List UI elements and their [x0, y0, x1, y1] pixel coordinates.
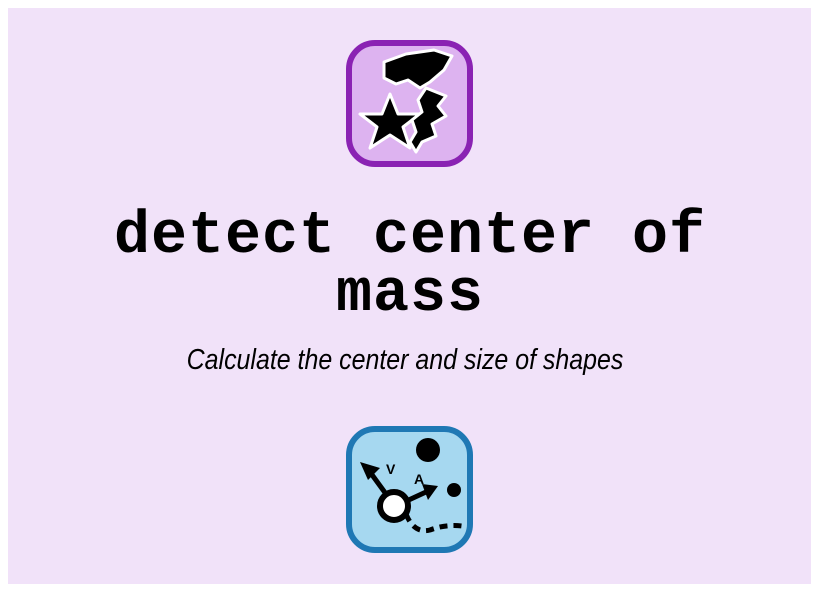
shapes-blob-star-icon — [346, 40, 473, 167]
velocity-label: V — [386, 461, 396, 477]
acceleration-arrowhead — [422, 484, 438, 500]
blob-shape — [382, 48, 454, 90]
icon-frame — [346, 426, 473, 553]
motion-velocity-acceleration-icon: V A — [346, 426, 473, 553]
trajectory-path — [403, 512, 463, 534]
acceleration-label: A — [414, 471, 424, 487]
jagged-shape — [408, 86, 448, 154]
small-dot — [447, 483, 461, 497]
velocity-arrowhead — [360, 462, 380, 480]
large-dot — [416, 438, 440, 462]
page-subtitle: Calculate the center and size of shapes — [186, 344, 624, 376]
page-title: detect center of mass — [113, 203, 707, 329]
velocity-arrow — [367, 470, 389, 496]
moving-object — [377, 489, 411, 523]
star-shape — [358, 92, 422, 150]
